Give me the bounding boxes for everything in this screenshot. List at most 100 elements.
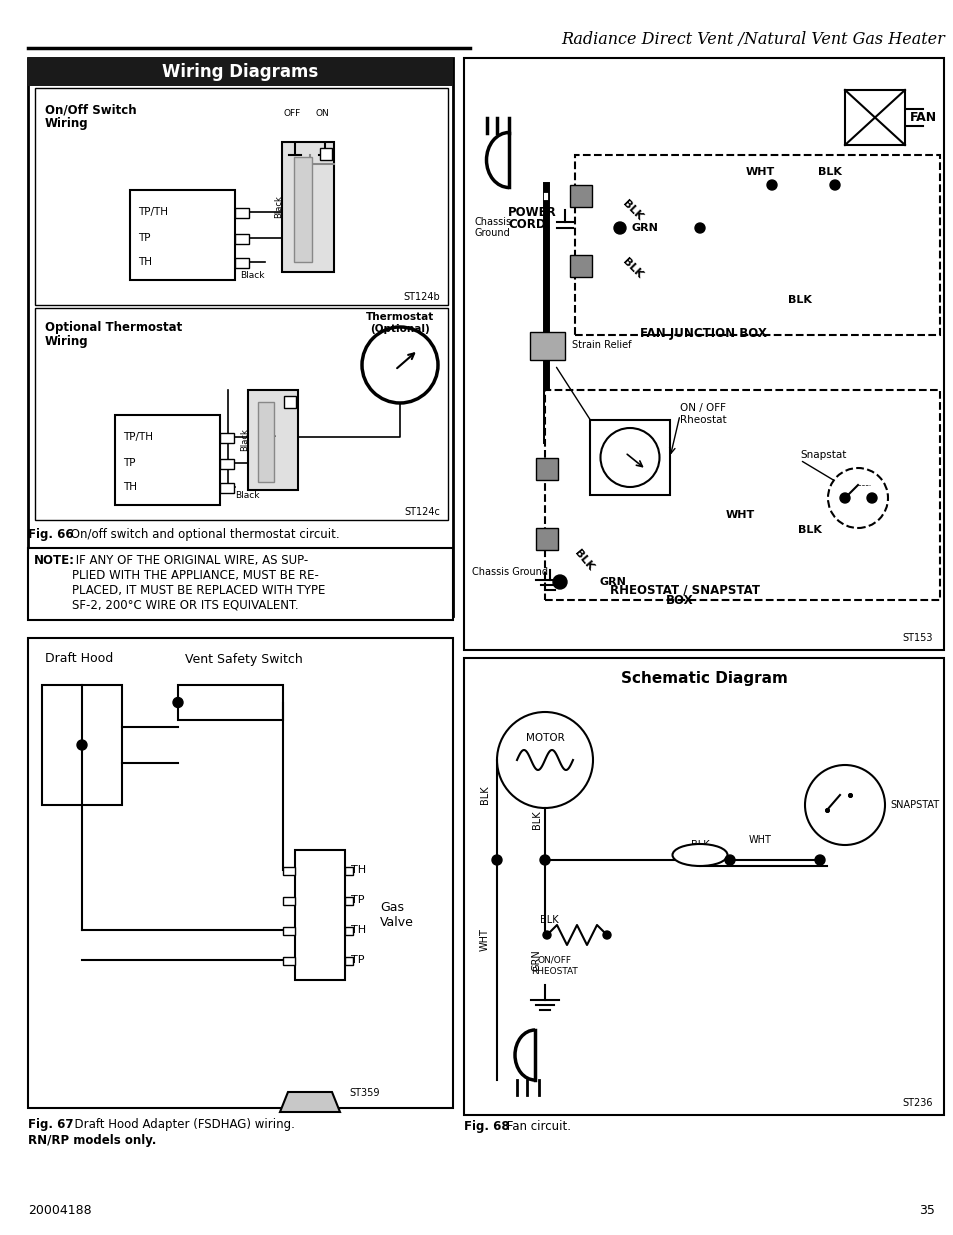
Text: Radiance Direct Vent /Natural Vent Gas Heater: Radiance Direct Vent /Natural Vent Gas H… (560, 31, 944, 48)
Circle shape (840, 493, 849, 503)
Text: TH: TH (351, 925, 366, 935)
Text: Thermopile: Thermopile (268, 420, 277, 471)
Text: Thermopile: Thermopile (303, 186, 313, 237)
Text: Chassis: Chassis (475, 217, 512, 227)
Bar (536, 529, 558, 550)
Bar (463, 58, 943, 650)
Bar (130, 190, 234, 280)
Circle shape (614, 222, 625, 233)
Text: ON / OFF: ON / OFF (679, 403, 725, 412)
Bar (178, 685, 283, 720)
Text: Gas
Valve: Gas Valve (379, 902, 414, 929)
Bar (544, 390, 939, 600)
Bar (844, 90, 904, 144)
Text: ST236: ST236 (902, 1098, 932, 1108)
Circle shape (724, 855, 734, 864)
Circle shape (172, 698, 183, 708)
Bar (345, 867, 353, 876)
Bar (294, 157, 312, 262)
Text: On/Off Switch: On/Off Switch (45, 104, 136, 116)
Text: TP: TP (351, 955, 364, 965)
Circle shape (804, 764, 884, 845)
Circle shape (695, 224, 704, 233)
Text: WHT: WHT (748, 835, 771, 845)
Text: IF ANY OF THE ORIGINAL WIRE, AS SUP-
PLIED WITH THE APPLIANCE, MUST BE RE-
PLACE: IF ANY OF THE ORIGINAL WIRE, AS SUP- PLI… (71, 555, 325, 613)
Bar (283, 897, 294, 905)
Bar (257, 403, 274, 482)
Text: Snapstat: Snapstat (800, 450, 845, 459)
Text: MOTOR: MOTOR (525, 734, 564, 743)
Bar (220, 433, 233, 443)
Text: Chassis Ground: Chassis Ground (472, 567, 547, 577)
Bar (282, 142, 334, 272)
Bar (35, 88, 448, 305)
Circle shape (602, 931, 610, 939)
Circle shape (766, 180, 776, 190)
Text: TP: TP (351, 895, 364, 905)
Bar (345, 927, 353, 935)
Bar (220, 459, 233, 469)
Text: (Optional): (Optional) (370, 324, 430, 333)
Text: WHT: WHT (479, 929, 490, 951)
Bar (575, 156, 939, 335)
Text: BLK: BLK (620, 198, 644, 222)
Text: BLK: BLK (798, 525, 821, 535)
Text: Thermostat: Thermostat (366, 312, 434, 322)
Text: Fan circuit.: Fan circuit. (502, 1120, 571, 1132)
Text: Wiring Diagrams: Wiring Diagrams (162, 63, 318, 82)
Bar (28, 548, 453, 620)
Circle shape (492, 855, 501, 864)
Text: GRN: GRN (631, 224, 659, 233)
Circle shape (497, 713, 593, 808)
Text: BLK: BLK (532, 810, 541, 830)
Circle shape (866, 493, 876, 503)
Text: Rheostat: Rheostat (679, 415, 726, 425)
Bar (345, 957, 353, 965)
Bar (234, 207, 249, 219)
Text: Strain Relief: Strain Relief (572, 340, 631, 350)
Text: WHT: WHT (744, 167, 774, 177)
Text: TH: TH (351, 864, 366, 876)
Text: Fig. 66: Fig. 66 (28, 529, 73, 541)
Bar (28, 638, 453, 1108)
Text: TH: TH (138, 257, 152, 267)
Text: TP: TP (138, 233, 151, 243)
Bar (569, 185, 592, 207)
Bar (42, 685, 122, 805)
Text: OFF: OFF (283, 109, 300, 117)
Circle shape (542, 931, 551, 939)
Bar (115, 415, 220, 505)
Bar (589, 420, 669, 495)
Text: BLK: BLK (818, 167, 841, 177)
Bar (294, 850, 345, 981)
Circle shape (361, 327, 437, 403)
Circle shape (599, 429, 659, 487)
Text: BLK: BLK (787, 295, 811, 305)
Text: POWER: POWER (507, 205, 557, 219)
Text: FAN: FAN (909, 111, 936, 124)
Bar (345, 897, 353, 905)
Bar (28, 58, 453, 616)
Text: On/off switch and optional thermostat circuit.: On/off switch and optional thermostat ci… (67, 529, 339, 541)
Text: TP: TP (123, 458, 135, 468)
Text: Draft Hood: Draft Hood (45, 652, 113, 664)
Text: ST359: ST359 (349, 1088, 379, 1098)
Text: TP/TH: TP/TH (138, 207, 168, 217)
Text: BLK: BLK (572, 547, 595, 572)
Text: ON: ON (314, 109, 329, 117)
Text: BLK: BLK (539, 915, 558, 925)
Text: Wiring: Wiring (45, 117, 89, 131)
Bar (35, 308, 448, 520)
Bar (530, 332, 564, 359)
Ellipse shape (672, 844, 727, 866)
Bar (283, 927, 294, 935)
Bar (536, 458, 558, 480)
Bar (234, 258, 249, 268)
Bar (283, 867, 294, 876)
Text: ST124b: ST124b (403, 291, 439, 303)
Bar (220, 483, 233, 493)
Bar (463, 658, 943, 1115)
Bar (28, 58, 453, 86)
Text: CORD: CORD (507, 217, 545, 231)
Circle shape (814, 855, 824, 864)
